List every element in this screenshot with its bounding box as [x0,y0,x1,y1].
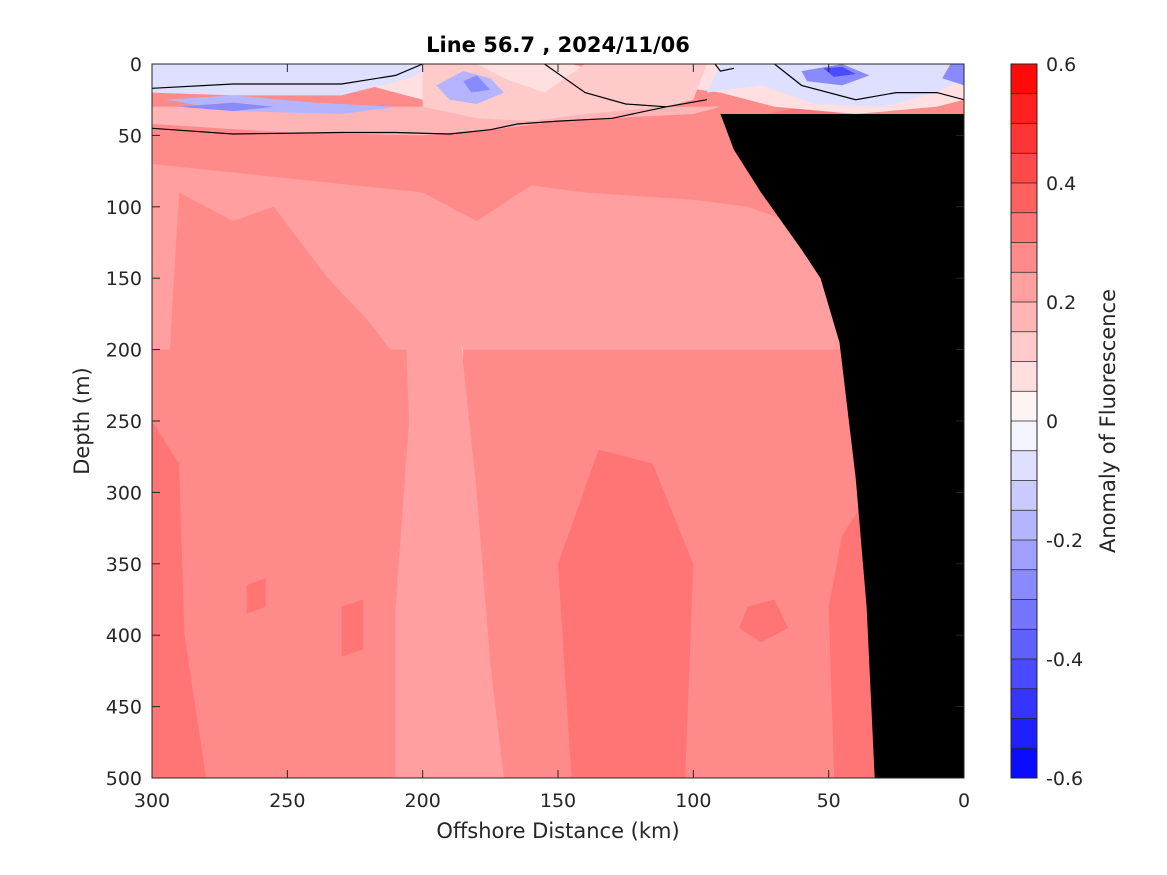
x-tick-label: 50 [817,790,841,812]
colorbar-level [1011,361,1037,392]
colorbar-level [1011,748,1037,779]
zero-contour-line-1 [152,99,708,135]
colorbar-level [1011,123,1037,154]
x-tick-label: 200 [405,790,441,812]
contour-region-10 [828,506,875,778]
y-tick-label: 0 [130,54,142,76]
colorbar-level [1011,272,1037,303]
colorbar-level [1011,629,1037,660]
x-axis: 300 250 200 150 100 50 0 [134,64,970,812]
zero-contour-line-0 [152,64,423,89]
contour-region-25 [823,66,856,77]
contour-region-4 [395,206,504,778]
x-tick-label: 300 [134,790,170,812]
colorbar-level [1011,510,1037,541]
contour-region-22 [179,102,274,112]
y-tick-label: 100 [106,197,142,219]
x-tick-label: 0 [958,790,970,812]
y-tick-label: 200 [106,340,142,362]
y-tick-label: 500 [106,768,142,790]
colorbar-level [1011,540,1037,571]
colorbar-tick-label: 0.4 [1046,173,1076,195]
colorbar-level [1011,569,1037,600]
colorbar-level [1011,391,1037,422]
y-tick-label: 400 [106,625,142,647]
contour-region-23 [463,75,491,93]
y-axis-title: Depth (m) [70,367,94,474]
plot-area [152,64,964,778]
colorbar-level [1011,183,1037,214]
colorbar-level [1011,421,1037,452]
colorbar-level [1011,718,1037,749]
bathymetry [720,114,964,778]
contour-region-19 [422,64,707,122]
chart-title: Line 56.7 , 2024/11/06 [426,33,690,57]
contour-region-7 [246,578,266,614]
y-tick-label: 150 [106,268,142,290]
colorbar [1010,63,1038,779]
x-tick-label: 250 [269,790,305,812]
contour-region-1 [152,164,956,350]
contour-region-18 [152,64,964,107]
colorbar-level [1011,64,1037,95]
colorbar-tick-label: 0.2 [1046,292,1076,314]
zero-contours [152,64,964,135]
contour-region-9 [739,599,789,643]
colorbar-level [1011,93,1037,124]
colorbar-title: Anomaly of Fluorescence [1096,289,1120,553]
colorbar-level [1011,450,1037,481]
bathymetry-fill [720,114,964,778]
colorbar-level [1011,212,1037,243]
contour-region-2 [165,192,464,778]
colorbar-tick-label: 0 [1046,411,1058,433]
zero-contour-line-3 [714,64,735,72]
y-tick-label: 350 [106,554,142,576]
colorbar-tick-label: -0.6 [1046,768,1083,790]
colorbar-level [1011,688,1037,719]
colorbar-level [1011,153,1037,184]
colorbar-level [1011,659,1037,690]
colorbar-tick-label: -0.2 [1046,530,1083,552]
zero-contour-line-4 [774,64,964,101]
colorbar-level [1011,331,1037,362]
contour-region-6 [341,599,364,657]
colorbar-level [1011,480,1037,511]
x-tick-label: 150 [540,790,576,812]
colorbar-tick-label: 0.6 [1046,54,1076,76]
contour-region-26 [942,64,964,86]
colorbar-tick-label: -0.4 [1046,649,1083,671]
colorbar-level [1011,302,1037,333]
x-tick-label: 100 [675,790,711,812]
colorbar-level [1011,242,1037,273]
colorbar-level [1011,599,1037,630]
x-axis-title: Offshore Distance (km) [436,819,679,843]
contour-region-5 [152,421,207,778]
y-axis: 0 50 100 150 200 250 300 350 400 450 500 [106,54,964,790]
zero-contour-line-2 [544,64,667,108]
y-tick-label: 450 [106,697,142,719]
y-tick-label: 300 [106,482,142,504]
contour-region-8 [558,449,694,778]
colorbar-frame [1010,63,1038,779]
y-tick-label: 50 [118,125,142,147]
colorbar-ticks: 0.6 0.4 0.2 0 -0.2 -0.4 -0.6 [1046,54,1083,790]
y-tick-label: 250 [106,411,142,433]
